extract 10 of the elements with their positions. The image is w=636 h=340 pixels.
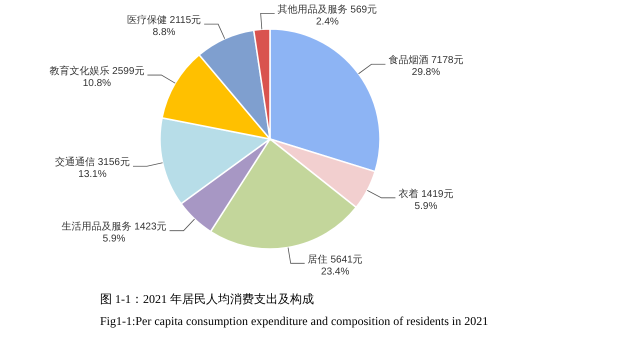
slice-label: 生活用品及服务 1423元 5.9% [62,220,167,245]
slice-label: 其他用品及服务 569元 2.4% [278,3,378,28]
caption: Fig1-1:Per capita consumption expenditure and composition of residents in 2021 [100,314,488,328]
slice-label: 居住 5641元 23.4% [308,254,363,278]
slice-label: 食品烟酒 7178元 29.8% [388,54,464,78]
caption: 图 1-1：2021 年居民人均消费支出及构成 [100,292,314,306]
slice-label: 衣着 1419元 5.9% [398,188,454,212]
slice-label: 交通通信 3156元 13.1% [54,156,130,180]
slice-label: 教育文化娱乐 2599元 10.8% [49,65,144,90]
slice-label: 医疗保健 2115元 8.8% [126,14,202,38]
